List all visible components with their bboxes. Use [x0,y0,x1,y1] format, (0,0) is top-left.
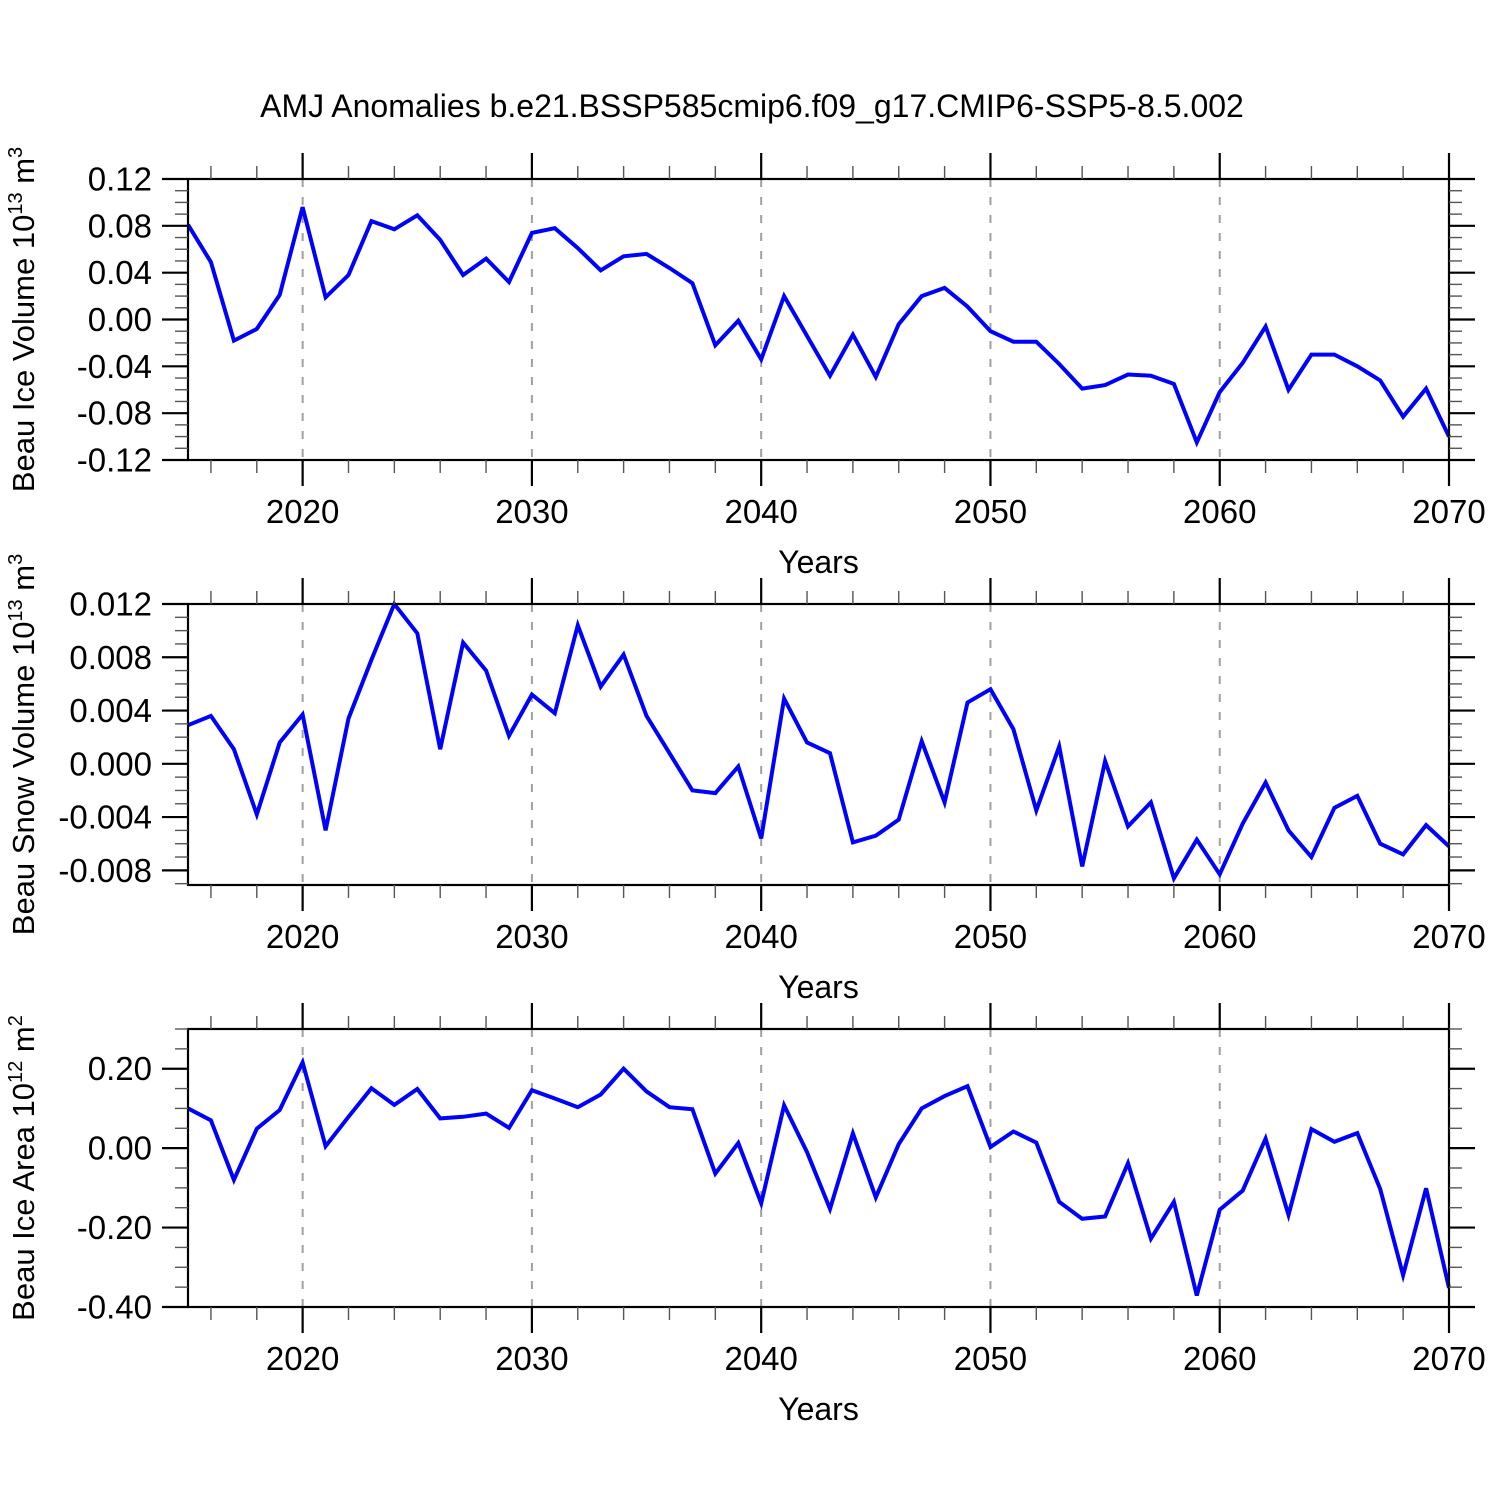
panel-beau-ice-volume: 2020 2030 2040 2050 2060 2070 0.12 0.08 0.04 0.00… [5,147,1486,580]
y-tick-label: 0.12 [88,161,152,198]
x-tick-label: 2060 [1183,1340,1256,1377]
x-tick-label: 2070 [1412,1340,1485,1377]
x-axis-title: Years [778,969,859,1005]
panel-beau-ice-area: 2020 2030 2040 2050 2060 2070 0.20 0.00 -0.20 -0.… [5,1003,1486,1427]
panel-beau-snow-volume: 2020 2030 2040 2050 2060 2070 0.012 0.008 0.004 0… [5,554,1486,1005]
y-tick-label: -0.008 [58,852,152,889]
y-tick-label: -0.40 [77,1289,152,1326]
x-tick-label: 2030 [495,918,568,955]
x-tick-label: 2050 [954,1340,1027,1377]
x-tick-label: 2040 [724,1340,797,1377]
x-tick-label: 2020 [266,1340,339,1377]
x-tick-label: 2040 [724,493,797,530]
y-tick-label: -0.08 [77,395,152,432]
y-tick-label: 0.00 [88,301,152,338]
x-tick-label: 2060 [1183,918,1256,955]
y-axis-title: Beau Snow Volume 1013 m3 [5,554,41,935]
y-tick-label: 0.012 [69,586,152,623]
y-tick-label: -0.12 [77,442,152,479]
y-tick-label: -0.04 [77,348,152,385]
x-tick-label: 2020 [266,493,339,530]
x-axis-title: Years [778,544,859,580]
y-tick-label: 0.008 [69,639,152,676]
y-tick-label: -0.004 [58,799,152,836]
y-axis-title: Beau Ice Area 1012 m2 [5,1015,41,1321]
beau-snow-volume-line [187,600,1451,884]
y-axis-title: Beau Ice Volume 1013 m3 [5,147,41,492]
y-tick-label: 0.08 [88,207,152,244]
x-tick-label: 2040 [724,918,797,955]
figure-title: AMJ Anomalies b.e21.BSSP585cmip6.f09_g17… [260,88,1244,124]
x-tick-label: 2050 [954,918,1027,955]
x-tick-label: 2020 [266,918,339,955]
x-tick-label: 2060 [1183,493,1256,530]
x-tick-label: 2050 [954,493,1027,530]
y-tick-label: 0.04 [88,254,152,291]
y-tick-label: 0.004 [69,692,152,729]
x-axis-title: Years [778,1391,859,1427]
x-tick-label: 2030 [495,1340,568,1377]
beau-ice-area-line [187,1056,1451,1297]
plot-frame [186,602,1451,887]
plot-frame [186,1027,1451,1309]
x-tick-label: 2070 [1412,918,1485,955]
y-tick-label: 0.00 [88,1130,152,1167]
x-tick-label: 2030 [495,493,568,530]
y-tick-label: 0.20 [88,1050,152,1087]
x-tick-label: 2070 [1412,493,1485,530]
y-tick-label: 0.000 [69,745,152,782]
y-tick-label: -0.20 [77,1209,152,1246]
beau-ice-volume-line [186,206,1451,448]
